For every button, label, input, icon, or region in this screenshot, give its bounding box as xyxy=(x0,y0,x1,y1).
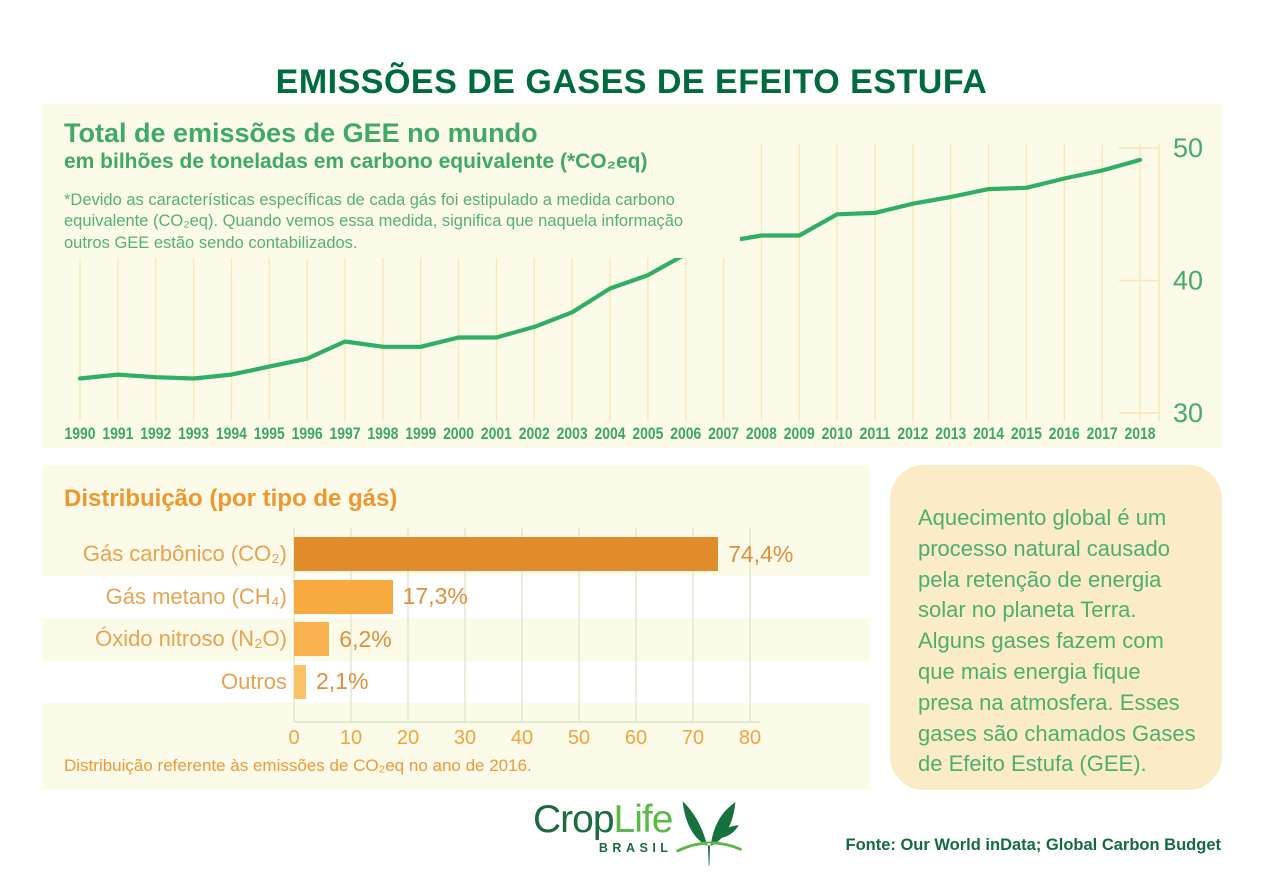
bar-x-tick-label: 30 xyxy=(453,727,477,749)
line-chart-subtitle: em bilhões de toneladas em carbono equiv… xyxy=(64,150,648,173)
bar-row: Óxido nitroso (N₂O) 6,2% xyxy=(42,618,870,661)
line-chart-footnote: *Devido as características específicas d… xyxy=(64,191,684,252)
info-box-text: Aquecimento global é um processo natural… xyxy=(918,505,1196,777)
x-tick-label: 2008 xyxy=(746,424,777,443)
y-tick-label: 50 xyxy=(1173,133,1203,163)
x-tick-label: 1992 xyxy=(140,424,171,443)
x-tick-label: 1997 xyxy=(329,424,360,443)
x-tick-label: 2015 xyxy=(1011,424,1042,443)
croplife-logo: CropLife BRASIL xyxy=(533,798,743,868)
croplife-wordmark-life: Life xyxy=(613,798,674,841)
croplife-brasil-label: BRASIL xyxy=(598,841,673,855)
x-tick-label: 1993 xyxy=(178,424,209,443)
croplife-wordmark: CropLife xyxy=(533,798,674,841)
croplife-plant-icon xyxy=(676,801,743,866)
bar-x-tick-label: 0 xyxy=(288,727,300,749)
bar-x-tick-label: 40 xyxy=(510,727,534,749)
x-tick-label: 2018 xyxy=(1124,424,1155,443)
bar-chart-caption: Distribuição referente às emissões de CO… xyxy=(64,756,532,775)
bar-category-label: Óxido nitroso (N₂O) xyxy=(95,626,287,652)
bar-row-stripe xyxy=(42,618,870,661)
x-tick-label: 1990 xyxy=(65,424,96,443)
bar-rect xyxy=(294,664,306,699)
source-text: Fonte: Our World inData; Global Carbon B… xyxy=(845,836,1221,854)
bar-x-tick-label: 60 xyxy=(624,727,648,749)
bar-value-label: 17,3% xyxy=(402,583,468,610)
croplife-wordmark-crop: Crop xyxy=(533,798,615,841)
x-tick-label: 2001 xyxy=(481,424,512,443)
y-tick-label: 40 xyxy=(1173,266,1203,296)
bar-x-tick-label: 50 xyxy=(567,727,591,749)
x-tick-label: 2002 xyxy=(519,424,550,443)
x-tick-label: 2013 xyxy=(935,424,966,443)
bar-x-tick-label: 10 xyxy=(339,727,363,749)
x-tick-label: 2005 xyxy=(632,424,663,443)
x-tick-label: 2003 xyxy=(557,424,588,443)
bar-row-stripes xyxy=(42,533,870,703)
line-chart-svg: 1990 1991 1992 1993 1994 1995 1996 1997 1998 1999… xyxy=(65,133,1204,443)
bar-x-tick-label: 80 xyxy=(738,727,762,749)
x-tick-label: 2007 xyxy=(708,424,739,443)
page-title: EMISSÕES DE GASES DE EFEITO ESTUFA xyxy=(275,62,988,101)
bar-category-label: Outros xyxy=(220,668,287,694)
x-tick-label: 1999 xyxy=(405,424,436,443)
x-tick-label: 1996 xyxy=(292,424,323,443)
bar-chart-panel: Distribuição (por tipo de gás) Gás carbô… xyxy=(42,465,870,790)
bar-row: Outros 2,1% xyxy=(42,661,870,704)
x-tick-label: 1995 xyxy=(254,424,285,443)
y-tick-label: 30 xyxy=(1173,398,1203,428)
bar-rect xyxy=(294,537,719,572)
bar-rect xyxy=(294,622,330,657)
bar-x-tick-label: 20 xyxy=(396,727,420,749)
bar-axis-ticks: 0 10 20 30 40 50 60 70 80 xyxy=(42,727,870,751)
emissions-line xyxy=(77,157,1143,381)
bar-category-label: Gás metano (CH₄) xyxy=(105,583,287,609)
bar-chart-title: Distribuição (por tipo de gás) xyxy=(64,485,398,512)
x-tick-label: 2009 xyxy=(784,424,815,443)
x-tick-label: 2010 xyxy=(822,424,853,443)
x-tick-label: 2004 xyxy=(594,424,625,443)
x-tick-label: 2016 xyxy=(1049,424,1080,443)
croplife-logo-text: CropLife BRASIL xyxy=(533,798,674,855)
x-tick-label: 2006 xyxy=(670,424,701,443)
bar-row: Gás carbônico (CO₂) 74,4% xyxy=(42,533,870,576)
bar-category-label: Gás carbônico (CO₂) xyxy=(82,541,287,567)
bar-value-label: 2,1% xyxy=(316,668,369,695)
bar-row-stripe xyxy=(42,575,870,618)
x-tick-label: 2014 xyxy=(973,424,1004,443)
line-chart-panel: 1990 1991 1992 1993 1994 1995 1996 1997 1998 1999… xyxy=(42,104,1222,448)
bar-row: Gás metano (CH₄) 17,3% xyxy=(42,576,870,619)
x-tick-label: 1994 xyxy=(216,424,247,443)
bar-value-label: 74,4% xyxy=(728,540,794,567)
x-tick-label: 2012 xyxy=(897,424,928,443)
line-chart-title: Total de emissões de GEE no mundo xyxy=(64,118,538,148)
bar-value-label: 6,2% xyxy=(339,625,392,652)
bar-row-stripe xyxy=(42,660,870,703)
info-box: Aquecimento global é um processo natural… xyxy=(890,465,1222,790)
x-tick-label: 2000 xyxy=(443,424,474,443)
bar-rect xyxy=(294,579,393,614)
x-tick-label: 1998 xyxy=(367,424,398,443)
bar-x-tick-label: 70 xyxy=(681,727,705,749)
x-tick-label: 2017 xyxy=(1087,424,1118,443)
bar-rows: Gás carbônico (CO₂) 74,4% Gás metano (CH₄)… xyxy=(42,533,870,703)
x-tick-label: 2011 xyxy=(859,424,890,443)
x-tick-label: 1991 xyxy=(102,424,133,443)
line-chart-header: Total de emissões de GEE no mundo em bil… xyxy=(64,118,740,259)
